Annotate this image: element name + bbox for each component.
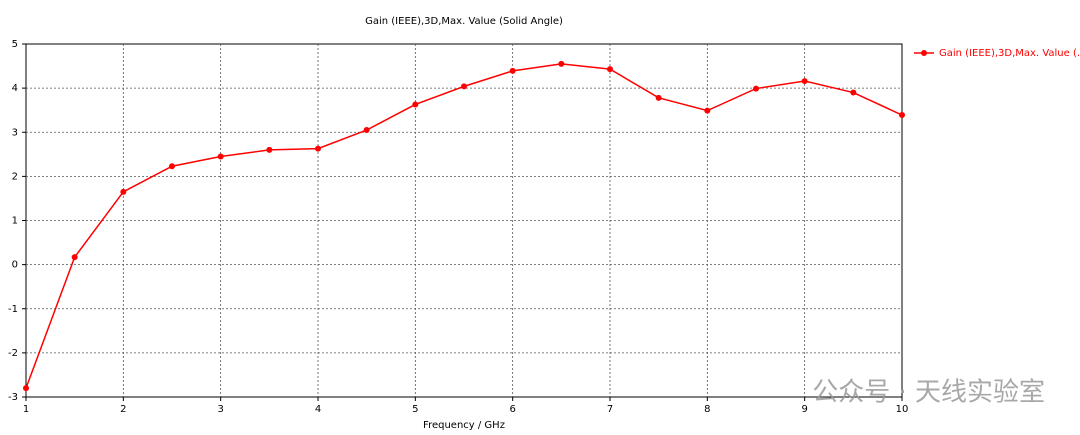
data-point [120, 188, 127, 195]
x-axis-label: Frequency / GHz [423, 420, 505, 431]
data-point [71, 254, 78, 261]
legend-marker [921, 50, 927, 56]
chart-title: Gain (IEEE),3D,Max. Value (Solid Angle) [365, 16, 563, 27]
legend-label: Gain (IEEE),3D,Max. Value (... [939, 48, 1080, 59]
y-tick-label: 5 [12, 39, 18, 50]
y-tick-label: -3 [8, 392, 18, 403]
y-tick-label: -2 [8, 348, 18, 359]
data-point [461, 83, 467, 90]
data-point [607, 66, 613, 73]
data-point [23, 385, 29, 392]
x-tick-label: 7 [607, 404, 613, 415]
data-point [850, 89, 857, 96]
data-point [169, 163, 175, 170]
data-point [363, 127, 370, 134]
data-point [655, 94, 662, 101]
watermark: 公众号 · 天线实验室 [812, 378, 1045, 408]
data-point [899, 112, 905, 119]
data-point [801, 78, 808, 85]
data-point [558, 60, 565, 67]
y-tick-label: 3 [12, 127, 18, 138]
x-tick-label: 8 [704, 404, 710, 415]
data-point [509, 67, 516, 74]
plot-frame [25, 43, 903, 398]
x-tick-label: 6 [509, 404, 515, 415]
y-tick-label: 2 [12, 171, 18, 182]
data-point [412, 101, 419, 108]
data-point [217, 153, 224, 160]
x-tick-label: 2 [120, 404, 126, 415]
y-tick-label: 1 [12, 216, 18, 227]
y-tick-label: -1 [8, 304, 18, 315]
y-tick-label: 4 [12, 83, 18, 94]
data-point [753, 85, 759, 92]
data-point [266, 146, 273, 153]
x-tick-label: 1 [23, 404, 29, 415]
x-tick-label: 5 [412, 404, 418, 415]
x-tick-label: 10 [896, 404, 909, 415]
x-tick-label: 3 [217, 404, 223, 415]
data-point [315, 145, 321, 152]
y-tick-label: 0 [12, 260, 18, 271]
data-point [704, 107, 711, 114]
x-tick-label: 4 [315, 404, 321, 415]
x-tick-label: 9 [801, 404, 807, 415]
